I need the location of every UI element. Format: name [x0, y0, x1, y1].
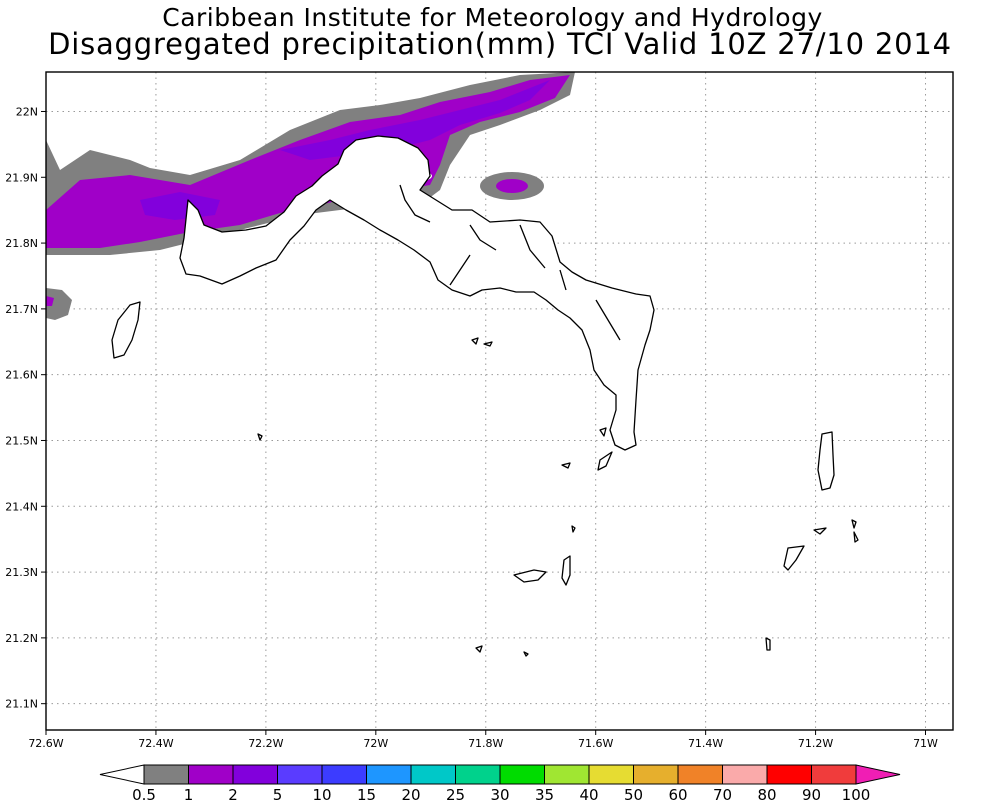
lat-tick-label: 21.9N	[5, 171, 38, 184]
colorbar-label: 100	[842, 786, 871, 800]
colorbar-label: 90	[802, 786, 821, 800]
island-cay-d	[483, 341, 493, 347]
lon-tick-label: 72.2W	[248, 737, 283, 750]
colorbar-label: 1	[184, 786, 194, 800]
lon-tick-label: 72W	[363, 737, 388, 750]
island-salt-cay	[783, 545, 805, 571]
lon-tick-label: 71.4W	[688, 737, 723, 750]
colorbar-box	[366, 764, 412, 785]
chart-subtitle: Disaggregated precipitation(mm) TCI Vali…	[48, 27, 952, 61]
colorbar-label: 60	[668, 786, 687, 800]
lat-tick-label: 21.6N	[5, 369, 38, 382]
lat-tick-label: 21.5N	[5, 434, 38, 447]
island-cay-a	[597, 451, 613, 471]
colorbar-box	[544, 764, 590, 785]
colorbar-label: 80	[757, 786, 776, 800]
colorbar-label: 10	[312, 786, 331, 800]
island-cay-c	[471, 337, 479, 345]
colorbar-label: 50	[624, 786, 643, 800]
longitude-labels: 72.6W 72.4W 72.2W 72W 71.8W 71.6W 71.4W 71.2W 71…	[28, 730, 938, 750]
colorbar-box	[455, 764, 501, 785]
lon-tick-label: 71.2W	[798, 737, 833, 750]
lat-tick-label: 21.3N	[5, 566, 38, 579]
colorbar-box	[677, 764, 723, 785]
precip-core-small	[140, 192, 220, 220]
lat-tick-label: 22N	[16, 105, 38, 118]
island-cay-l	[571, 525, 576, 533]
colorbar-high-arrow	[855, 764, 901, 785]
island-cay-b	[813, 527, 827, 535]
colorbar-label: 2	[228, 786, 238, 800]
colorbar-box	[811, 764, 857, 785]
colorbar-box	[410, 764, 456, 785]
colorbar-label: 15	[357, 786, 376, 800]
lon-tick-label: 71W	[913, 737, 938, 750]
island-north-caicos-detail	[399, 184, 621, 341]
lat-tick-label: 21.7N	[5, 303, 38, 316]
island-south-caicos-b	[561, 555, 571, 586]
colorbar-label: 0.5	[132, 786, 156, 800]
island-cay-f	[851, 519, 857, 529]
island-cay-h	[765, 637, 771, 651]
colorbar-box	[588, 764, 634, 785]
island-cay-j	[475, 645, 483, 653]
precip-cell-east-inner	[496, 179, 528, 193]
colorbar-box	[232, 764, 278, 785]
lat-tick-label: 21.8N	[5, 237, 38, 250]
precip-edge-west-core	[46, 296, 54, 306]
precip-core-2mm	[280, 80, 550, 160]
colorbar	[99, 764, 901, 785]
island-cay-g	[853, 531, 859, 543]
map-frame	[45, 71, 954, 731]
colorbar-low-arrow	[99, 764, 145, 785]
lat-tick-label: 21.1N	[5, 698, 38, 711]
map-grid	[45, 72, 953, 730]
colorbar-label: 30	[490, 786, 509, 800]
coastlines	[111, 135, 859, 657]
chart-title: Caribbean Institute for Meteorology and …	[162, 3, 823, 32]
island-west-caicos	[111, 301, 141, 359]
colorbar-box	[143, 764, 189, 785]
colorbar-label: 35	[535, 786, 554, 800]
colorbar-box	[633, 764, 679, 785]
colorbar-label: 40	[579, 786, 598, 800]
island-cay-e	[561, 462, 571, 469]
colorbar-box	[277, 764, 323, 785]
lon-tick-label: 72.6W	[28, 737, 63, 750]
island-cay-m	[599, 427, 607, 437]
colorbar-label: 25	[446, 786, 465, 800]
island-cay-k	[523, 651, 529, 657]
island-grand-turk	[817, 431, 835, 491]
lat-tick-label: 21.4N	[5, 500, 38, 513]
island-cay-i	[257, 433, 263, 441]
colorbar-labels: 0.5 1 2 5 10 15 20 25 30 35 40 50 60 70 80 90 100	[132, 786, 870, 800]
lon-tick-label: 71.8W	[468, 737, 503, 750]
island-south-caicos-a	[513, 569, 547, 583]
precip-edge-west	[46, 288, 72, 320]
island-providenciales	[179, 135, 655, 451]
precipitation-shading	[46, 72, 575, 320]
colorbar-box	[722, 764, 768, 785]
colorbar-label: 20	[401, 786, 420, 800]
colorbar-box	[766, 764, 812, 785]
lat-tick-label: 21.2N	[5, 632, 38, 645]
colorbar-label: 5	[273, 786, 283, 800]
colorbar-box	[188, 764, 234, 785]
lon-tick-label: 71.6W	[578, 737, 613, 750]
lon-tick-label: 72.4W	[138, 737, 173, 750]
colorbar-label: 70	[713, 786, 732, 800]
colorbar-box	[321, 764, 367, 785]
colorbar-box	[499, 764, 545, 785]
latitude-labels: 22N 21.9N 21.8N 21.7N 21.6N 21.5N 21.4N 21.3N 21…	[5, 105, 46, 711]
